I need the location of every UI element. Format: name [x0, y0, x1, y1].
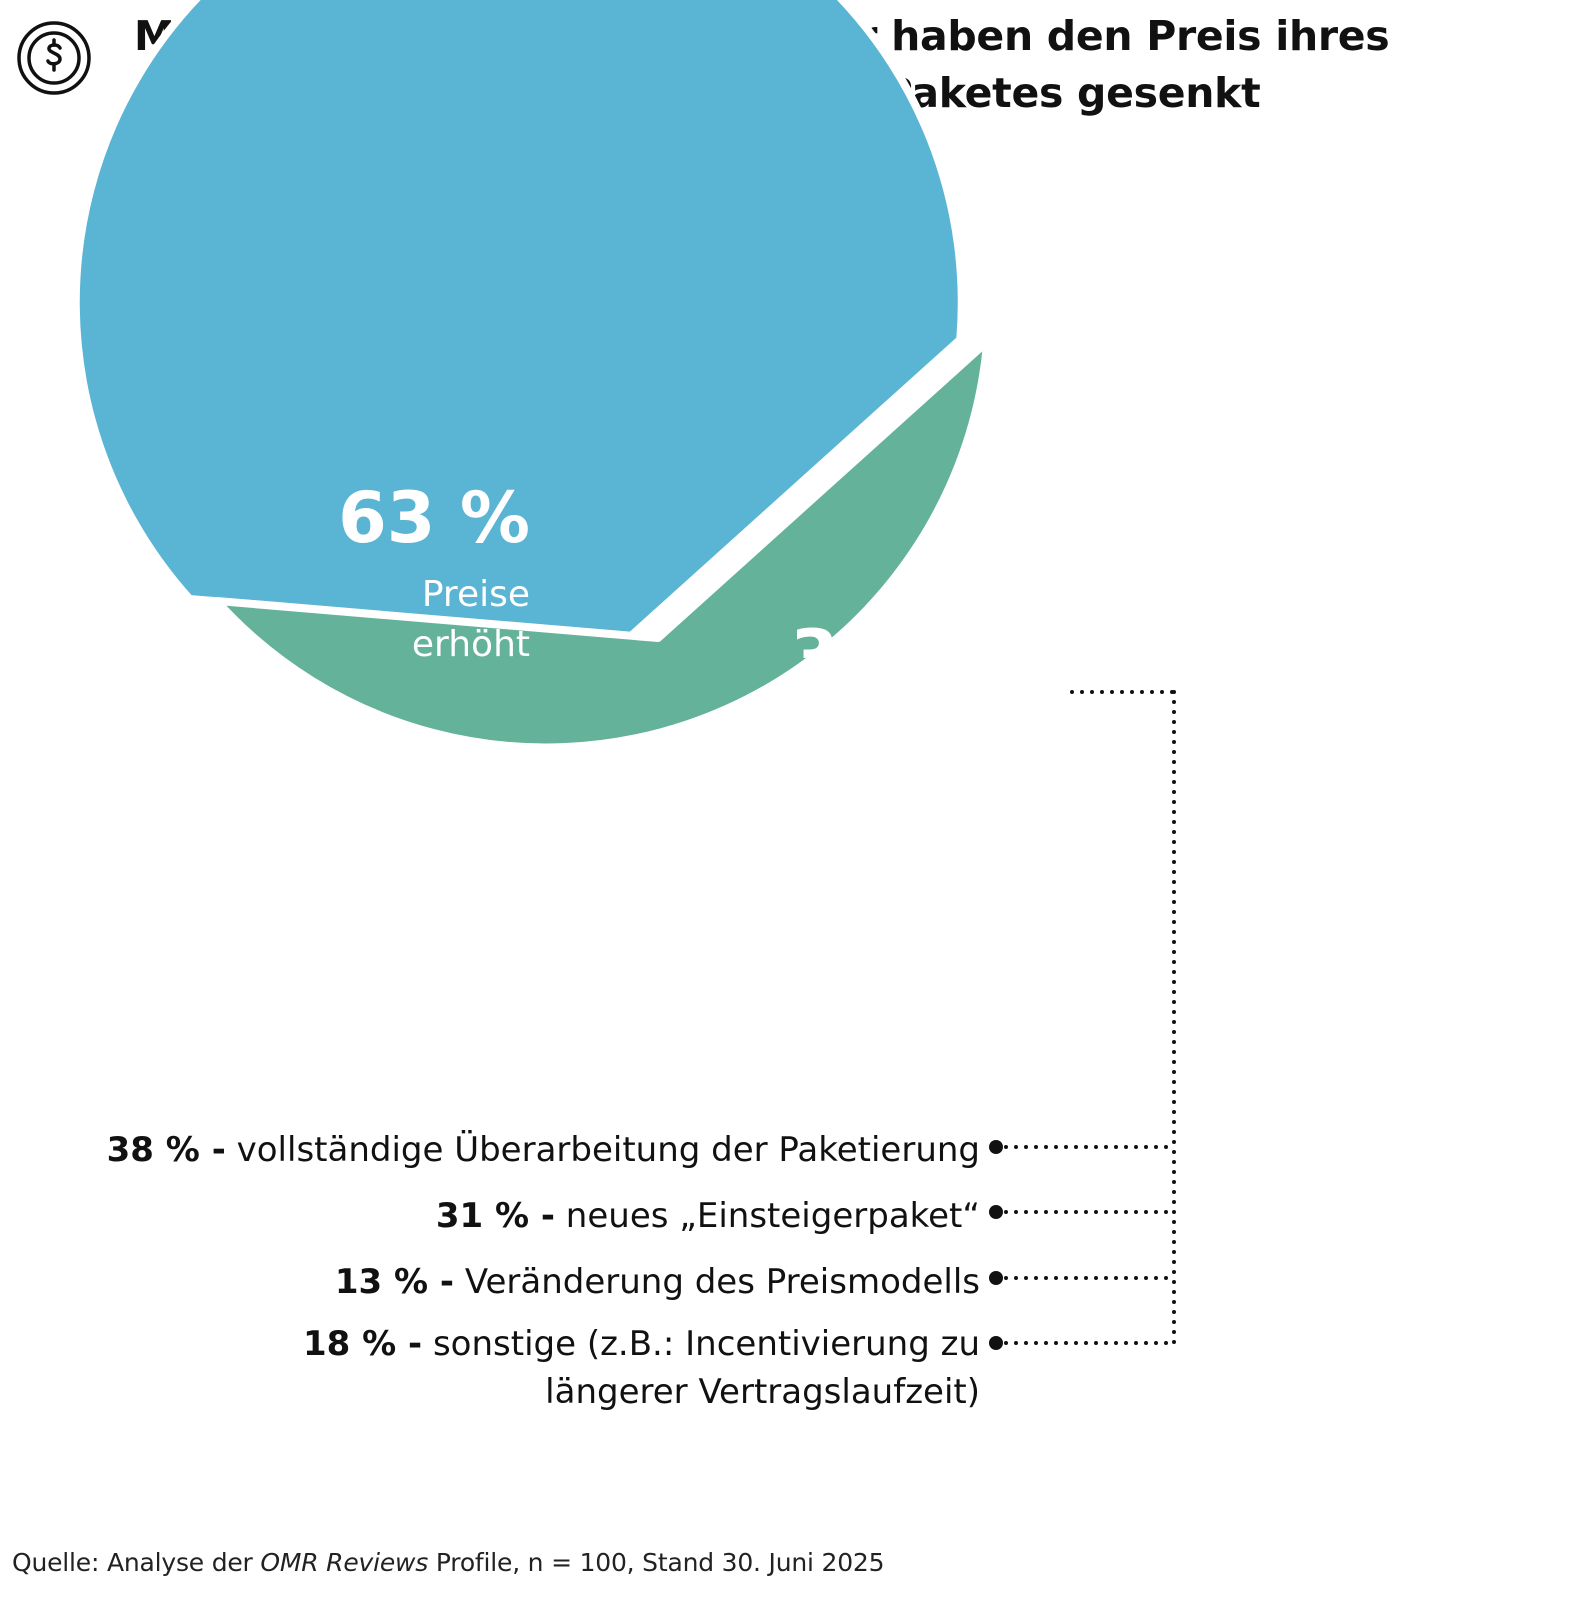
connector-dot-3 — [989, 1271, 1003, 1285]
connector-dot-2 — [989, 1205, 1003, 1219]
source-italic: OMR Reviews — [260, 1548, 429, 1577]
connector-dot-1 — [989, 1140, 1003, 1154]
slice-name-lowered-line-2: gesenkt — [838, 762, 982, 803]
slice-value-label-lowered: 37 % — [790, 615, 982, 697]
source-note: Quelle: Analyse der OMR Reviews Profile,… — [12, 1548, 885, 1577]
source-prefix: Quelle: Analyse der — [12, 1548, 261, 1577]
breakdown-value: 31 % - — [435, 1196, 555, 1236]
dollar-circle-icon — [17, 21, 91, 95]
breakdown-text-line-2: längerer Vertragslaufzeit) — [545, 1372, 980, 1412]
source-suffix: Profile, n = 100, Stand 30. Juni 2025 — [428, 1548, 885, 1577]
pie-slices — [71, 0, 992, 752]
pie-slice-lowered — [212, 337, 992, 752]
pie-slice-raised — [71, 0, 966, 640]
slice-name-raised-line-2: erhöht — [412, 624, 530, 665]
breakdown-text: Veränderung des Preismodells — [464, 1262, 980, 1302]
slice-value-label-raised: 63 % — [338, 477, 530, 559]
connector-dot-4 — [989, 1336, 1003, 1350]
breakdown-connectors — [989, 690, 1176, 1350]
breakdown-text: sonstige (z.B.: Incentivierung zu — [432, 1324, 980, 1364]
breakdown-value: 18 % - — [302, 1324, 423, 1364]
breakdown-item-3: 13 % - Veränderung des Preismodells — [60, 1258, 980, 1306]
breakdown-item-2: 31 % - neues „Einsteigerpaket“ — [60, 1192, 980, 1240]
breakdown-text: vollständige Überarbeitung der Paketieru… — [236, 1130, 980, 1170]
breakdown-text: neues „Einsteigerpaket“ — [565, 1196, 980, 1236]
breakdown-item-1: 38 % - vollständige Überarbeitung der Pa… — [60, 1126, 980, 1174]
breakdown-item-4: 18 % - sonstige (z.B.: Incentivierung zu… — [60, 1320, 980, 1416]
slice-name-lowered-line-1: Preise — [874, 712, 982, 753]
breakdown-value: 13 % - — [334, 1262, 455, 1302]
slice-name-raised-line-1: Preise — [422, 574, 530, 615]
pie-slice-labels: 63 % Preise erhöht 37 % Preise gesenkt — [338, 477, 982, 803]
breakdown-value: 38 % - — [106, 1130, 226, 1170]
